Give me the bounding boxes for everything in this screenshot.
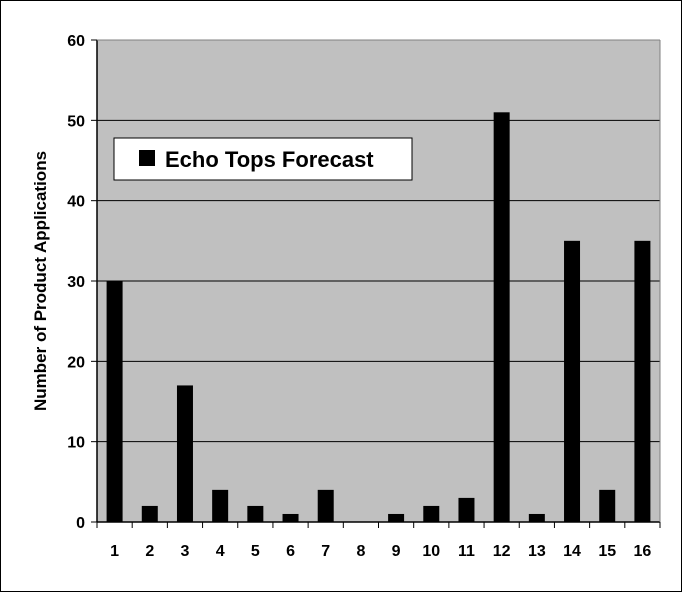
x-tick-label: 6 <box>286 543 295 560</box>
x-tick-label: 3 <box>181 543 190 560</box>
bar <box>493 112 510 523</box>
bar <box>458 497 475 522</box>
x-tick-label: 14 <box>563 543 581 560</box>
legend: Echo Tops Forecast <box>113 137 413 181</box>
x-tick-label: 9 <box>392 543 401 560</box>
x-tick-label: 11 <box>458 543 475 560</box>
bar <box>599 489 616 522</box>
x-tick-label: 8 <box>356 543 365 560</box>
y-tick-label: 30 <box>67 274 85 291</box>
bar <box>247 505 264 522</box>
bar <box>528 513 545 522</box>
y-tick-label: 40 <box>67 194 85 211</box>
legend-box <box>113 137 413 181</box>
bar-series <box>106 112 651 523</box>
y-tick-label: 0 <box>76 515 85 532</box>
x-tick-label: 2 <box>145 543 154 560</box>
x-tick-label: 7 <box>321 543 330 560</box>
x-tick-label: 13 <box>528 543 546 560</box>
bar <box>212 489 229 522</box>
y-tick-label: 50 <box>67 113 85 130</box>
x-tick-label: 16 <box>634 543 652 560</box>
x-tick-label: 1 <box>110 543 119 560</box>
y-tick-label: 20 <box>67 354 85 371</box>
bar <box>176 385 193 522</box>
legend-swatch <box>139 150 155 166</box>
x-tick-label: 5 <box>251 543 260 560</box>
x-tick-label: 15 <box>598 543 616 560</box>
y-tick-label: 10 <box>67 435 85 452</box>
bar <box>423 505 440 522</box>
bar <box>141 505 158 522</box>
x-tick-label: 12 <box>493 543 511 560</box>
x-tick-label: 4 <box>216 543 225 560</box>
y-tick-label: 60 <box>67 33 85 50</box>
x-axis-ticks: 1 2 3 4 5 6 7 8 9 10 11 12 13 14 15 16 <box>96 522 661 560</box>
bar <box>317 489 334 522</box>
y-axis-title: Number of Product Applications <box>31 151 50 411</box>
bar <box>282 513 299 522</box>
y-axis-ticks: 0 10 20 30 40 50 60 <box>67 33 97 532</box>
legend-label: Echo Tops Forecast <box>165 147 374 172</box>
bar <box>106 281 123 522</box>
bar <box>564 240 581 523</box>
bar <box>634 240 651 523</box>
bar <box>388 513 405 522</box>
x-tick-label: 10 <box>422 543 440 560</box>
